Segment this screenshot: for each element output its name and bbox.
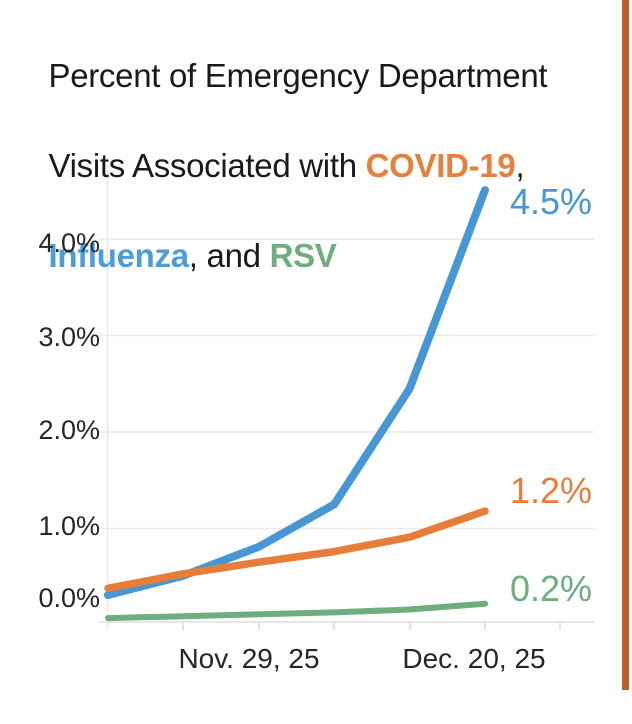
title-word-covid19: COVID-19 bbox=[365, 147, 516, 184]
title-line-3-mid: , and bbox=[188, 237, 270, 274]
y-tick-label-2pct: 2.0% bbox=[38, 415, 100, 445]
title-line-2-prefix: Visits Associated with bbox=[48, 147, 366, 184]
end-label-rsv: 0.2% bbox=[509, 568, 593, 609]
x-tick-label-nov29: Nov. 29, 25 bbox=[178, 643, 320, 674]
y-tick-label-0pct: 0.0% bbox=[38, 583, 100, 613]
end-label-influenza: 4.5% bbox=[509, 181, 593, 222]
title-line-2-comma: , bbox=[515, 147, 525, 184]
series-line-covid19 bbox=[104, 507, 489, 593]
y-tick-label-3pct: 3.0% bbox=[38, 322, 100, 352]
end-label-covid19: 1.2% bbox=[509, 470, 593, 511]
x-axis-ticks bbox=[182, 622, 561, 630]
series-line-rsv bbox=[105, 600, 488, 622]
chart-title: Percent of Emergency Department Visits A… bbox=[13, 8, 547, 323]
title-word-influenza: Influenza bbox=[48, 237, 189, 274]
y-tick-label-1pct: 1.0% bbox=[38, 511, 100, 541]
title-word-rsv: RSV bbox=[269, 237, 337, 274]
right-accent-bar bbox=[622, 0, 629, 690]
x-tick-label-dec20: Dec. 20, 25 bbox=[402, 643, 546, 674]
gridlines bbox=[99, 238, 594, 530]
title-line-1: Percent of Emergency Department bbox=[48, 57, 548, 94]
y-tick-label-4pct: 4.0% bbox=[38, 228, 100, 258]
